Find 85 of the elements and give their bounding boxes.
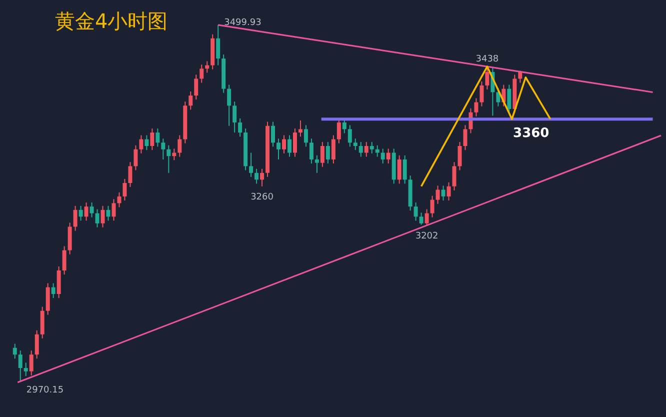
chart-title: 黄金4小时图 <box>55 9 168 33</box>
candlestick <box>254 168 259 184</box>
candlestick <box>216 24 220 66</box>
candlestick <box>68 222 72 255</box>
candlestick <box>178 134 182 158</box>
candlestick <box>84 202 88 222</box>
candlestick <box>276 138 281 160</box>
candlestick <box>78 205 83 222</box>
candlestick <box>227 84 232 126</box>
candlestick <box>402 154 407 184</box>
candlestick <box>336 120 341 144</box>
candlestick <box>90 202 94 218</box>
candlestick <box>424 208 429 226</box>
annotation: 3260 <box>250 192 274 202</box>
candlestick <box>24 362 28 377</box>
candlestick <box>298 120 302 138</box>
candlestick <box>452 162 456 191</box>
candlestick <box>326 141 330 164</box>
candlestick <box>331 134 336 164</box>
candlestick <box>172 148 176 161</box>
candlestick <box>139 134 144 154</box>
candlestick <box>232 101 237 134</box>
candlestick <box>358 141 363 158</box>
candlestick <box>62 246 66 275</box>
candlestick <box>304 124 308 148</box>
candlestick <box>419 212 424 226</box>
candlestick <box>474 98 478 117</box>
candlestick <box>166 144 171 174</box>
candlestick <box>51 282 56 299</box>
candlestick <box>29 350 34 376</box>
candlestick <box>271 121 276 148</box>
candlestick <box>287 134 292 158</box>
candlestick <box>436 185 440 204</box>
candlestick <box>309 138 314 164</box>
candlestick <box>353 138 358 151</box>
candlestick <box>200 64 204 84</box>
candlestick <box>348 124 352 148</box>
candlestick <box>238 118 242 138</box>
candlestick <box>507 84 512 114</box>
candlestick <box>314 154 319 174</box>
candlestick <box>46 282 50 316</box>
candlestick <box>446 182 451 201</box>
candlestick <box>249 152 254 178</box>
candlestick <box>188 91 193 110</box>
candlestick <box>18 350 22 382</box>
candlestick <box>463 124 468 151</box>
text: 2970.15 <box>26 385 64 396</box>
candlestick <box>106 205 110 222</box>
candlestick <box>12 343 17 360</box>
candlestick <box>73 205 78 232</box>
candlestick <box>260 168 264 187</box>
candlestick <box>342 120 346 134</box>
candlestick <box>122 178 127 201</box>
candlestick <box>480 80 484 107</box>
ref-line-label: 3360 <box>513 126 550 142</box>
candlestick <box>34 330 39 360</box>
candlestick <box>370 141 374 154</box>
annotation: 3438 <box>476 54 499 65</box>
candlestick <box>292 128 297 158</box>
candlestick <box>40 306 44 339</box>
candlestick <box>364 141 368 158</box>
candlestick <box>117 192 122 208</box>
candlestick <box>128 162 132 188</box>
candlestick <box>282 134 286 154</box>
candlestick <box>386 148 390 164</box>
candlestick <box>380 148 385 164</box>
candlestick <box>194 74 198 100</box>
annotation: 3499.93 <box>224 18 262 28</box>
candlestick <box>441 185 446 201</box>
candlestick <box>161 138 166 160</box>
candlestick <box>112 198 116 222</box>
candlestick <box>56 266 61 299</box>
candlestick <box>156 128 160 148</box>
candlestick <box>95 208 100 228</box>
candlestick <box>414 202 418 222</box>
candlestick <box>134 144 138 171</box>
candlestick <box>100 205 105 228</box>
candlestick <box>485 66 490 90</box>
candlestick <box>144 134 149 151</box>
candlestick <box>150 128 154 151</box>
annotation: 3202 <box>415 231 438 242</box>
candlestick <box>458 141 462 171</box>
candlestick <box>320 141 324 168</box>
candlestick <box>430 195 434 218</box>
candlestick <box>397 154 402 184</box>
